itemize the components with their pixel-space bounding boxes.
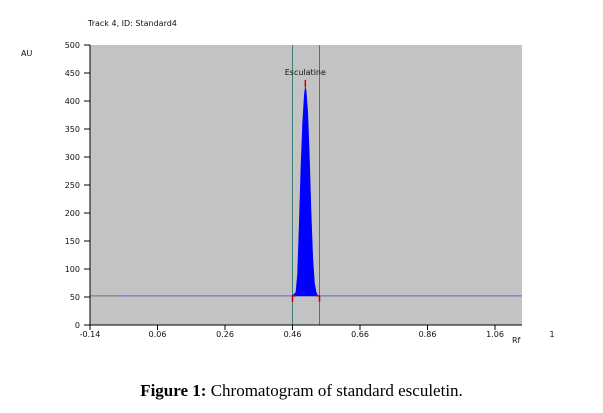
series-layer	[291, 86, 319, 297]
y-tick-label: 300	[65, 153, 80, 162]
y-tick-label: 150	[65, 237, 80, 246]
y-tick-label: 0	[75, 321, 80, 330]
y-tick-label: 250	[65, 181, 80, 190]
caption-label: Figure 1:	[140, 381, 207, 400]
peak-end-marker	[316, 295, 321, 302]
x-tick-label: 0.46	[284, 330, 302, 339]
x-tick-label: 0.86	[419, 330, 437, 339]
x-tick-label: 1	[549, 330, 554, 339]
x-tick-label: 0.66	[351, 330, 369, 339]
y-tick-label: 200	[65, 209, 80, 218]
y-tick-label: 450	[65, 69, 80, 78]
x-tick-label: 0.26	[216, 330, 234, 339]
y-tick-label: 500	[65, 41, 80, 50]
caption-text: Chromatogram of standard esculetin.	[206, 381, 463, 400]
x-tick-label: 0.06	[149, 330, 167, 339]
figure-caption: Figure 1: Chromatogram of standard escul…	[0, 381, 603, 401]
peak-start-marker	[291, 295, 296, 302]
peak-area-0	[291, 86, 319, 297]
x-axis-label: Rf	[512, 336, 521, 345]
peak-marker-layer	[291, 80, 321, 302]
tick-labels: 0 50 100 150 200 250 300 350 400 450 500 -0.14 0.06 0…	[65, 41, 555, 339]
integration-window-lines	[292, 45, 320, 325]
y-axis-label: AU	[21, 49, 32, 58]
y-tick-label: 50	[70, 293, 80, 302]
y-tick-label: 100	[65, 265, 80, 274]
chart-title: Track 4, ID: Standard4	[87, 19, 177, 28]
x-tick-label: 1.06	[486, 330, 504, 339]
x-tick-label: -0.14	[80, 330, 101, 339]
y-tick-label: 400	[65, 97, 80, 106]
y-tick-label: 350	[65, 125, 80, 134]
peak-label: Esculatine	[285, 68, 326, 77]
